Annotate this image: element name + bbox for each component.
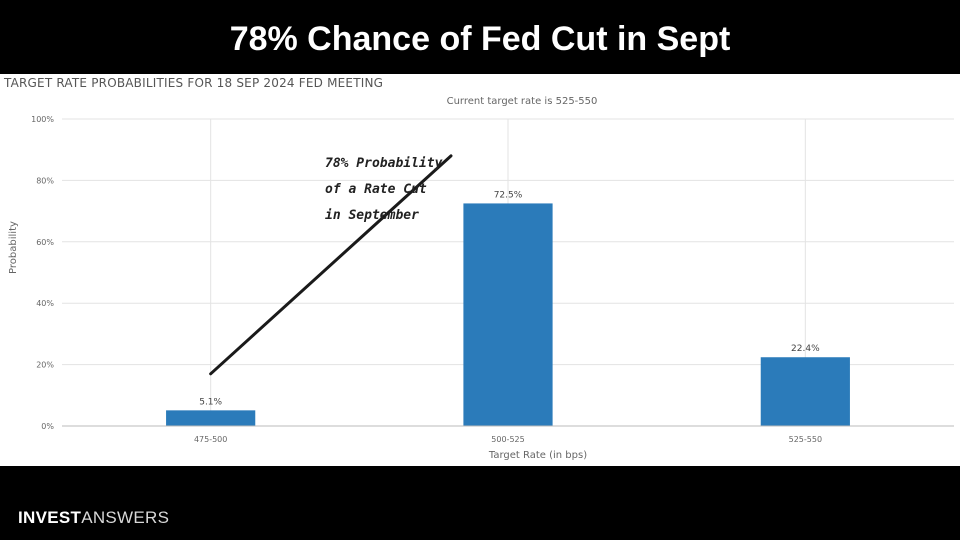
chart-panel: TARGET RATE PROBABILITIES FOR 18 SEP 202… xyxy=(0,74,960,466)
bar-475-500 xyxy=(166,410,256,426)
brand-logo: INVESTANSWERS xyxy=(18,508,169,528)
probability-bar-chart: 0% 20% 40% 60% 80% 100% 5.1% 475-500 72.5% 500-52… xyxy=(8,115,954,461)
y-tick-label: 40% xyxy=(36,299,54,308)
value-label: 5.1% xyxy=(199,397,222,407)
x-tick-label: 500-525 xyxy=(491,435,524,444)
y-tick-label: 20% xyxy=(36,361,54,370)
bar-525-550 xyxy=(760,357,850,426)
x-axis-title: Target Rate (in bps) xyxy=(488,450,587,461)
brand-light: ANSWERS xyxy=(81,508,170,527)
x-tick-label: 525-550 xyxy=(789,435,822,444)
value-label: 72.5% xyxy=(494,190,523,200)
y-tick-label: 80% xyxy=(36,176,54,185)
annotation-line: of a Rate Cut xyxy=(325,182,427,197)
y-tick-label: 60% xyxy=(36,238,54,247)
y-axis-title: Probability xyxy=(8,221,19,274)
y-tick-label: 0% xyxy=(41,422,54,431)
chart-subtitle: Current target rate is 525-550 xyxy=(446,96,598,107)
bar-500-525 xyxy=(463,203,553,426)
annotation-trend-line xyxy=(209,154,453,376)
headline: 78% Chance of Fed Cut in Sept xyxy=(229,19,731,58)
x-tick-label: 475-500 xyxy=(194,435,227,444)
chart-title: TARGET RATE PROBABILITIES FOR 18 SEP 202… xyxy=(4,76,384,90)
annotation-line: 78% Probability xyxy=(325,156,443,171)
annotation-text: 78% Probability of a Rate Cut in Septemb… xyxy=(325,151,505,229)
brand-bold: INVEST xyxy=(18,508,82,527)
y-tick-label: 100% xyxy=(31,115,54,124)
annotation-line: in September xyxy=(325,208,419,223)
value-label: 22.4% xyxy=(791,344,820,354)
